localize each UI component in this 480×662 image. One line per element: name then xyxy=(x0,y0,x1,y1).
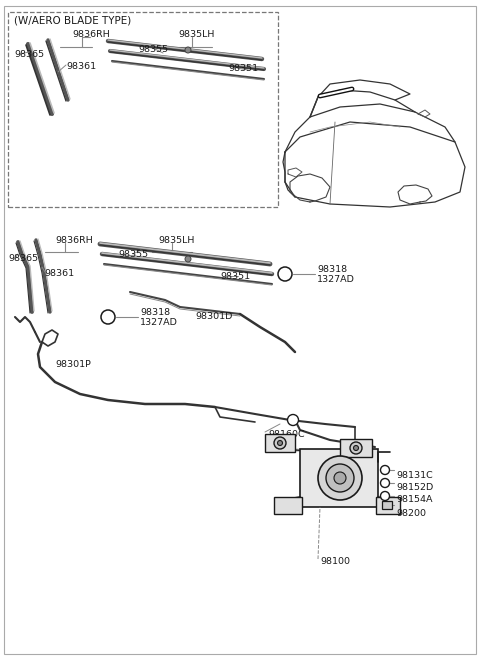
Text: 98200: 98200 xyxy=(396,510,426,518)
Text: 98160C: 98160C xyxy=(268,430,305,438)
Text: 1327AD: 1327AD xyxy=(140,318,178,326)
Text: (W/AERO BLADE TYPE): (W/AERO BLADE TYPE) xyxy=(14,15,131,25)
Text: 98301P: 98301P xyxy=(55,359,91,369)
Bar xyxy=(376,497,400,514)
Text: 9836RH: 9836RH xyxy=(55,236,93,244)
Text: 98355: 98355 xyxy=(118,250,148,258)
Text: 98365: 98365 xyxy=(14,50,44,58)
Circle shape xyxy=(383,481,387,485)
Circle shape xyxy=(381,465,389,475)
Circle shape xyxy=(350,442,362,454)
Text: 98318: 98318 xyxy=(317,265,347,273)
Bar xyxy=(265,434,295,452)
Bar xyxy=(340,439,372,457)
Circle shape xyxy=(318,456,362,500)
Text: 98152D: 98152D xyxy=(396,483,433,493)
Text: 98355: 98355 xyxy=(138,44,168,54)
Circle shape xyxy=(381,491,389,500)
Text: 1327AD: 1327AD xyxy=(317,275,355,283)
Circle shape xyxy=(326,464,354,492)
Circle shape xyxy=(278,267,292,281)
Text: 98365: 98365 xyxy=(8,254,38,263)
Text: 98100: 98100 xyxy=(320,557,350,567)
Text: 98131C: 98131C xyxy=(396,471,433,481)
Text: 98301D: 98301D xyxy=(195,312,232,320)
Circle shape xyxy=(334,472,346,484)
Bar xyxy=(300,449,378,507)
Circle shape xyxy=(383,468,387,472)
Circle shape xyxy=(290,418,296,422)
Bar xyxy=(274,497,302,514)
Text: 98154A: 98154A xyxy=(396,495,432,504)
Circle shape xyxy=(381,479,389,487)
Circle shape xyxy=(277,440,283,446)
Text: 98361: 98361 xyxy=(66,62,96,70)
Circle shape xyxy=(105,314,111,320)
Circle shape xyxy=(101,310,115,324)
Text: 98351: 98351 xyxy=(228,64,258,73)
Circle shape xyxy=(288,414,299,426)
Bar xyxy=(8,12,278,207)
Text: 98361: 98361 xyxy=(44,269,74,277)
Circle shape xyxy=(274,437,286,449)
Circle shape xyxy=(185,256,191,262)
Text: 9835LH: 9835LH xyxy=(178,30,215,38)
Bar xyxy=(382,501,392,509)
Text: 98351: 98351 xyxy=(220,271,250,281)
Text: 98318: 98318 xyxy=(140,308,170,316)
Circle shape xyxy=(353,446,359,451)
Text: 9836RH: 9836RH xyxy=(72,30,110,38)
Circle shape xyxy=(185,47,191,53)
Text: 9835LH: 9835LH xyxy=(158,236,194,244)
